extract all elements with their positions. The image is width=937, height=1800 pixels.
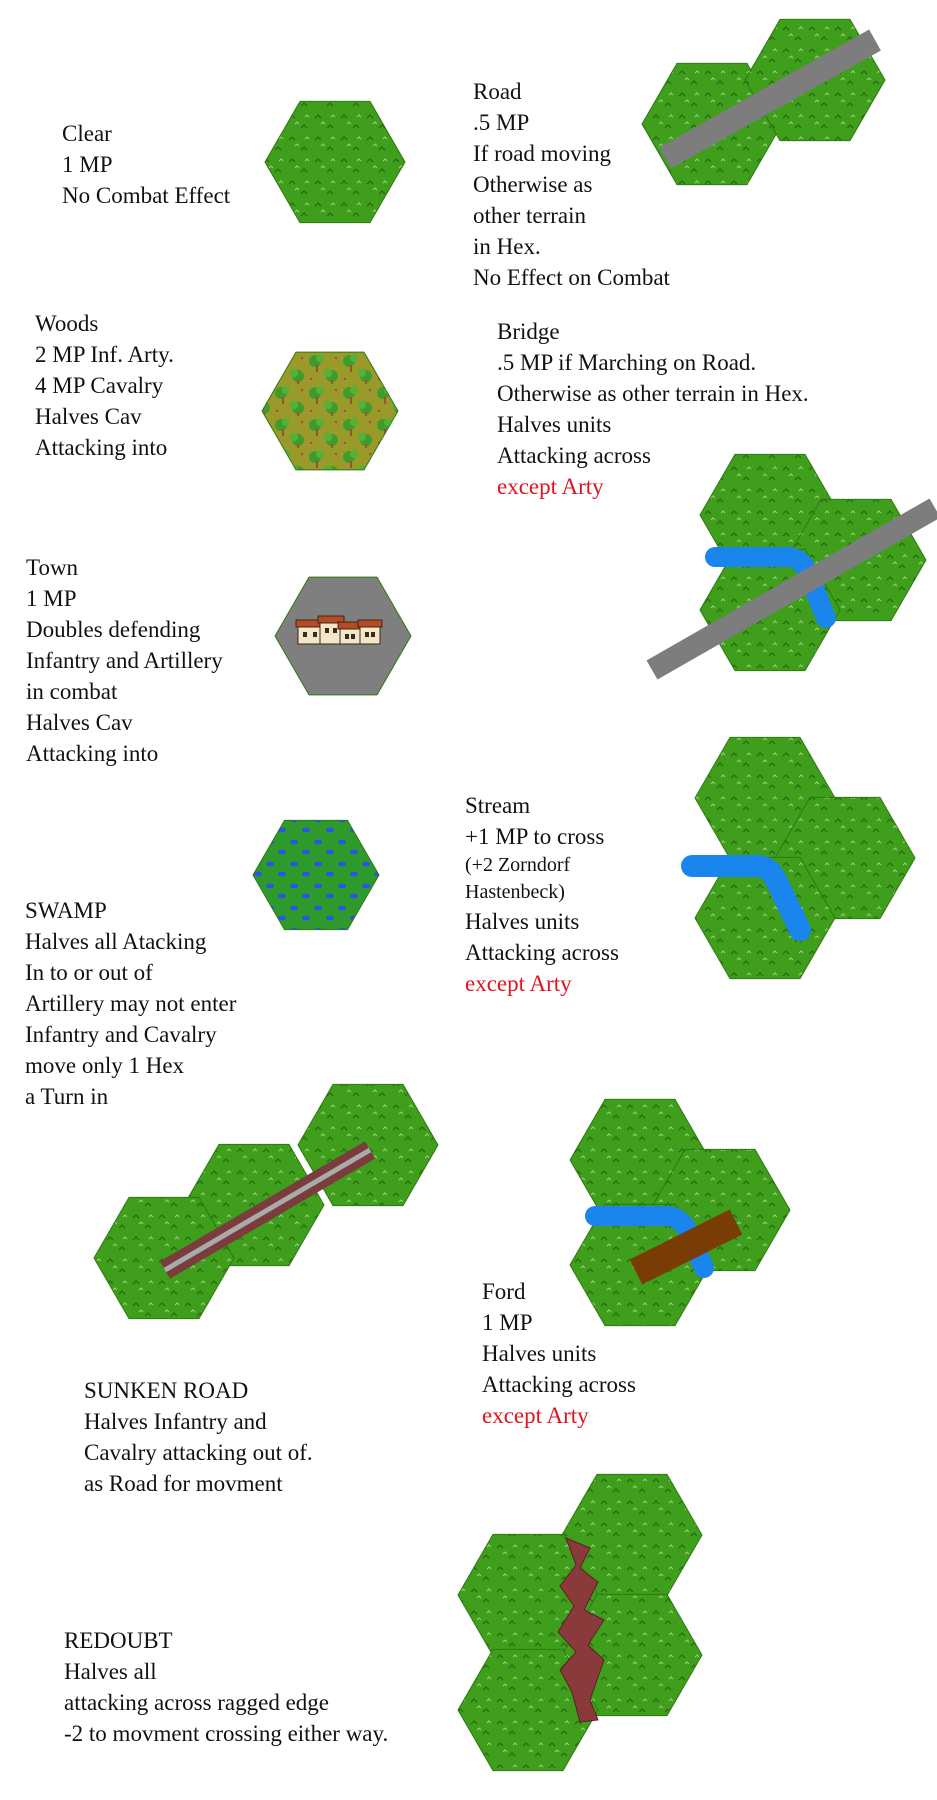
road-label-line: No Effect on Combat	[473, 265, 670, 290]
stream-label: Stream +1 MP to cross (+2 Zorndorf Hastenbe…	[465, 790, 619, 999]
bridge-label-line: .5 MP if Marching on Road.	[497, 350, 757, 375]
sunken-label-line: SUNKEN ROAD	[84, 1378, 249, 1403]
bridge-label-line: Otherwise as other terrain in Hex.	[497, 381, 809, 406]
redoubt-label-line: -2 to movment crossing either way.	[64, 1721, 389, 1746]
clear-label-line: No Combat Effect	[62, 183, 231, 208]
clear-label-line: Clear	[62, 121, 112, 146]
swamp-label-line: a Turn in	[25, 1084, 109, 1109]
town-label-line: Doubles defending	[26, 617, 201, 642]
town-label-line: Halves Cav	[26, 710, 133, 735]
town-label: Town 1 MP Doubles defending Infantry and Ar…	[26, 552, 223, 769]
redoubt-label-line: attacking across ragged edge	[64, 1690, 330, 1715]
redoubt-label-line: Halves all	[64, 1659, 157, 1684]
road-label-line: in Hex.	[473, 234, 541, 259]
stream-label-line: Halves units	[465, 909, 580, 934]
stream-hex-icon	[681, 736, 916, 980]
bridge-hex-icon	[646, 453, 937, 680]
town-label-line: Attacking into	[26, 741, 159, 766]
swamp-hex-icon	[252, 819, 380, 931]
terrain-hex-layer	[93, 18, 937, 1772]
ford-label-line: Ford	[482, 1279, 526, 1304]
bridge-label: Bridge .5 MP if Marching on Road. Otherwis…	[497, 316, 809, 502]
swamp-label-line: Halves all Atacking	[25, 929, 207, 954]
bridge-exception-text: except Arty	[497, 474, 604, 499]
town-label-line: in combat	[26, 679, 118, 704]
clear-hex-icon	[264, 100, 406, 224]
woods-label-line: 2 MP Inf. Arty.	[35, 342, 174, 367]
stream-label-line: Attacking across	[465, 940, 619, 965]
town-label-line: Infantry and Artillery	[26, 648, 223, 673]
road-label-line: Road	[473, 79, 522, 104]
clear-label: Clear 1 MP No Combat Effect	[62, 118, 230, 211]
sunken-road-hex-icon	[93, 1083, 439, 1320]
road-label: Road .5 MP If road moving Otherwise as other…	[473, 76, 670, 293]
stream-label-line: Stream	[465, 793, 531, 818]
town-label-line: Town	[26, 555, 79, 580]
swamp-label-line: Artillery may not enter	[25, 991, 237, 1016]
woods-label-line: Woods	[35, 311, 99, 336]
redoubt-label: REDOUBT Halves all attacking across ragged…	[64, 1625, 388, 1749]
woods-label-line: Attacking into	[35, 435, 168, 460]
woods-label-line: 4 MP Cavalry	[35, 373, 164, 398]
sunken-label-line: Cavalry attacking out of.	[84, 1440, 313, 1465]
redoubt-label-line: REDOUBT	[64, 1628, 173, 1653]
road-label-line: If road moving	[473, 141, 611, 166]
swamp-label-line: SWAMP	[25, 898, 107, 923]
ford-label-line: Halves units	[482, 1341, 597, 1366]
road-label-line: .5 MP	[473, 110, 530, 135]
swamp-label: SWAMP Halves all Atacking In to or out of A…	[25, 895, 236, 1112]
swamp-label-line: In to or out of	[25, 960, 153, 985]
redoubt-hex-icon	[457, 1473, 703, 1772]
bridge-label-line: Attacking across	[497, 443, 651, 468]
ford-label: Ford 1 MP Halves units Attacking across exce…	[482, 1276, 636, 1431]
sunken-label-line: Halves Infantry and	[84, 1409, 267, 1434]
swamp-label-line: Infantry and Cavalry	[25, 1022, 217, 1047]
sunken-label-line: as Road for movment	[84, 1471, 283, 1496]
bridge-label-line: Halves units	[497, 412, 612, 437]
stream-label-line: (+2 Zorndorf	[465, 854, 571, 876]
town-label-line: 1 MP	[26, 586, 77, 611]
bridge-label-line: Bridge	[497, 319, 560, 344]
ford-hex-icon	[569, 1098, 791, 1327]
road-hex-icon	[641, 18, 886, 186]
woods-label-line: Halves Cav	[35, 404, 142, 429]
stream-label-line: Hastenbeck)	[465, 881, 565, 903]
ford-label-line: Attacking across	[482, 1372, 636, 1397]
sunken-road-label: SUNKEN ROAD Halves Infantry and Cavalry at…	[84, 1375, 313, 1499]
town-hex-icon	[274, 576, 412, 696]
stream-exception-text: except Arty	[465, 971, 572, 996]
clear-label-line: 1 MP	[62, 152, 113, 177]
woods-hex-icon	[261, 351, 399, 471]
stream-label-line: +1 MP to cross	[465, 824, 605, 849]
swamp-label-line: move only 1 Hex	[25, 1053, 185, 1078]
road-label-line: Otherwise as	[473, 172, 593, 197]
ford-exception-text: except Arty	[482, 1403, 589, 1428]
town-buildings-icon	[295, 615, 383, 645]
ford-label-line: 1 MP	[482, 1310, 533, 1335]
woods-label: Woods 2 MP Inf. Arty. 4 MP Cavalry Halves C…	[35, 308, 174, 463]
road-label-line: other terrain	[473, 203, 587, 228]
